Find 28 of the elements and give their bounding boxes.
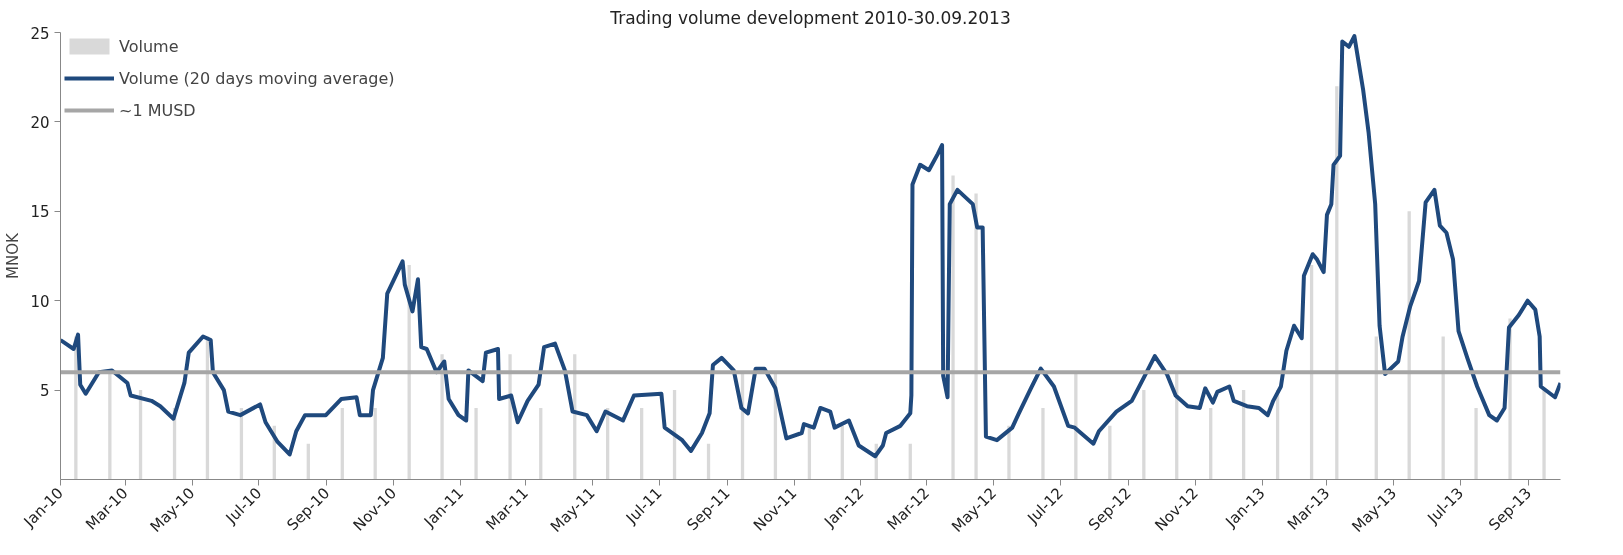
legend-label: Volume bbox=[119, 36, 179, 56]
bar bbox=[1142, 390, 1146, 480]
y-tick-label: 15 bbox=[30, 203, 50, 222]
bar bbox=[1474, 407, 1478, 480]
bar bbox=[508, 354, 512, 480]
bar bbox=[1209, 407, 1213, 480]
bar bbox=[1007, 425, 1011, 480]
bar bbox=[539, 407, 543, 480]
bar bbox=[951, 175, 955, 480]
chart-title: Trading volume development 2010-30.09.2013 bbox=[609, 7, 1011, 28]
legend-label: Volume (20 days moving average) bbox=[119, 68, 395, 88]
bar bbox=[974, 193, 978, 480]
bar bbox=[1108, 425, 1112, 480]
bar bbox=[1542, 390, 1546, 480]
bar bbox=[640, 407, 644, 480]
bar bbox=[340, 407, 344, 480]
legend-label: ~1 MUSD bbox=[119, 100, 196, 120]
bar bbox=[1041, 407, 1045, 480]
y-tick-label: 20 bbox=[30, 113, 50, 132]
line-series bbox=[60, 34, 1561, 459]
y-axis-title: MNOK bbox=[4, 231, 23, 279]
bar bbox=[840, 425, 844, 480]
y-tick-label: 25 bbox=[30, 24, 50, 43]
bar bbox=[440, 354, 444, 480]
bar bbox=[474, 407, 478, 480]
bar bbox=[373, 407, 377, 480]
y-tick-label: 5 bbox=[39, 382, 50, 401]
y-tick-label: 10 bbox=[30, 292, 50, 311]
